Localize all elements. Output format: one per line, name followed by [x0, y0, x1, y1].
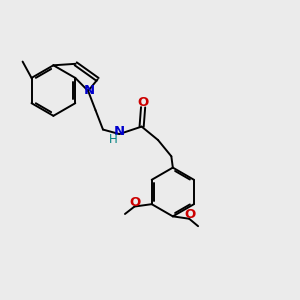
Text: O: O: [130, 196, 141, 209]
Text: H: H: [108, 133, 117, 146]
Text: N: N: [83, 84, 94, 98]
Text: O: O: [137, 96, 149, 109]
Text: N: N: [114, 125, 125, 138]
Text: O: O: [184, 208, 196, 221]
